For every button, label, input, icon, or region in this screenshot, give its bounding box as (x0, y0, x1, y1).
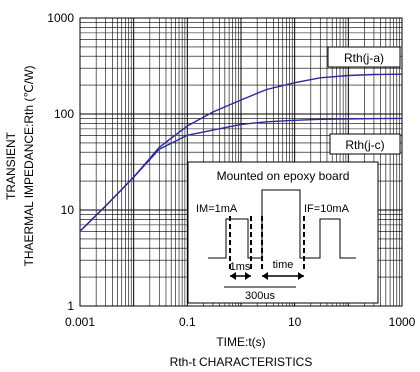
legend-rth-ja: Rth(j-a) (327, 46, 401, 68)
plot-frame (79, 17, 403, 307)
y-tick-label: 100 (54, 107, 74, 121)
x-tick-label: 0.1 (179, 315, 196, 329)
chart-title: Rth-t CHARACTERISTICS (170, 355, 313, 369)
legend-label-jc: Rth(j-c) (345, 138, 384, 152)
y-tick-label: 10 (61, 203, 75, 217)
series-line-1 (79, 117, 403, 232)
inset-period-label: 300us (245, 290, 275, 302)
inset-title: Mounted on epoxy board (217, 169, 350, 183)
inset-t1-label: 1ms (230, 261, 251, 273)
inset-time-arrow (262, 272, 304, 280)
y-axis-label: THAERMAL IMPEDANCE:Rth (℃/W) (22, 65, 36, 266)
inset-if-label: IF=10mA (304, 203, 350, 215)
x-axis-label: TIME:t(s) (216, 335, 265, 349)
x-tick-label: 0.001 (65, 315, 95, 329)
y-tick-label: 1000 (47, 11, 74, 25)
inset-t1-arrow (230, 272, 251, 280)
x-tick-label: 1000 (389, 315, 416, 329)
inset-im-label: IM=1mA (196, 203, 238, 215)
ticks-layer: 0.001 0.1 10 1000 1 10 100 1000 (47, 11, 415, 329)
inset-time-label: time (273, 259, 294, 271)
y-tick-label: 1 (67, 299, 74, 313)
legend-rth-jc: Rth(j-c) (329, 133, 401, 155)
legend-label-ja: Rth(j-a) (344, 51, 384, 65)
inset-diagram: Mounted on epoxy board IM=1mA IF=10mA 1m… (187, 161, 379, 304)
x-tick-label: 10 (288, 315, 302, 329)
y-axis-label-prefix: TRANSIENT (4, 131, 18, 200)
series-layer (79, 73, 403, 232)
